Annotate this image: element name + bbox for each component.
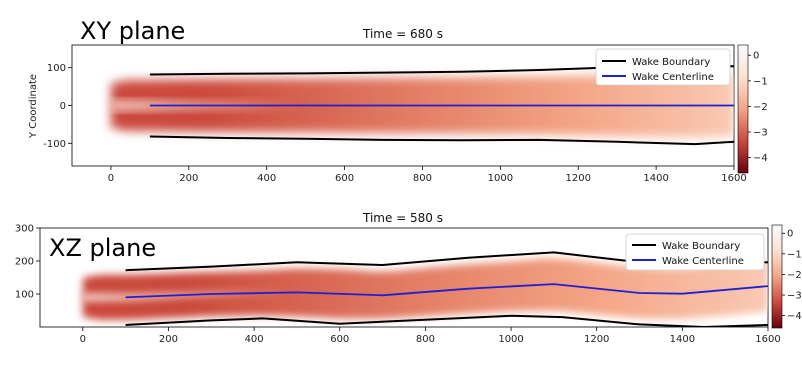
xz-colorbar-ticks: 0 −1 −2 −3 −4 [782,229,802,322]
wake-boundary-lower [125,314,768,327]
xy-plane-label: XY plane [80,17,185,45]
y-tick-label: 300 [15,224,34,235]
x-tick-label: 200 [159,334,178,345]
xy-x-ticks: 0 200 400 600 800 1000 1200 1400 1600 [108,166,747,184]
x-tick-label: 0 [108,173,114,184]
xy-y-axis-label: Y Coordinate [28,74,39,139]
xz-legend-box [625,233,765,271]
xy-colorbar-bar [737,44,749,174]
wake-boundary-lower [149,135,734,146]
xz-legend: Wake Boundary Wake Centerline [625,233,765,271]
xz-legend-label-boundary: Wake Boundary [662,241,740,252]
colorbar-tick-label: −1 [753,76,768,87]
x-tick-label: 600 [330,334,349,345]
xy-panel: 0 200 400 600 800 1000 1200 1400 1600 1000-100 T… [28,17,768,184]
x-tick-label: 600 [335,173,354,184]
xz-legend-label-centerline: Wake Centerline [662,256,744,267]
x-tick-label: 1400 [643,173,668,184]
y-tick-label: 100 [47,63,66,74]
x-tick-label: 1600 [721,173,746,184]
colorbar-tick-label: −1 [787,249,802,260]
x-tick-label: 400 [245,334,264,345]
x-tick-label: 1000 [488,173,513,184]
xy-colorbar-ticks: 0 −1 −2 −3 −4 [748,51,768,164]
xy-legend: Wake Boundary Wake Centerline [595,48,731,86]
colorbar-tick-label: −2 [753,102,768,113]
x-tick-label: 400 [257,173,276,184]
xy-title: Time = 680 s [362,27,443,41]
xy-legend-label-centerline: Wake Centerline [632,72,714,83]
x-tick-label: 0 [80,334,86,345]
xy-legend-box [595,48,731,86]
colorbar-tick-label: −4 [753,153,768,164]
xz-colorbar-bar [771,224,783,329]
y-tick-label: 100 [15,290,34,301]
y-tick-label: 200 [15,257,34,268]
wake-field-outer [82,258,768,320]
xz-y-ticks: 300 200 100 [15,224,40,301]
xy-legend-label-boundary: Wake Boundary [632,57,710,68]
colorbar-tick-label: −4 [787,311,802,322]
y-tick-label: -100 [43,139,66,150]
x-tick-label: 1000 [498,334,523,345]
xy-y-ticks: 100 0 -100 [43,63,72,150]
colorbar-tick-label: −3 [787,291,802,302]
x-tick-label: 1400 [670,334,695,345]
colorbar-tick-label: 0 [787,229,793,240]
x-tick-label: 1200 [584,334,609,345]
xz-title: Time = 580 s [362,211,443,225]
x-tick-label: 1200 [566,173,591,184]
y-tick-label: 0 [60,101,66,112]
colorbar-tick-label: −3 [753,128,768,139]
x-tick-label: 1600 [755,334,780,345]
xy-colorbar: 0 −1 −2 −3 −4 [737,44,768,174]
x-tick-label: 800 [413,173,432,184]
xz-x-ticks: 0 200 400 600 800 1000 1200 1400 1600 [80,327,781,345]
x-tick-label: 800 [416,334,435,345]
xz-plane-label: XZ plane [49,234,156,262]
xz-colorbar: 0 −1 −2 −3 −4 [771,224,802,329]
x-tick-label: 200 [179,173,198,184]
colorbar-tick-label: 0 [753,51,759,62]
colorbar-tick-label: −2 [787,270,802,281]
wake-centerline [125,283,768,299]
xz-panel: 0 200 400 600 800 1000 1200 1400 1600 300200100 … [15,211,802,345]
